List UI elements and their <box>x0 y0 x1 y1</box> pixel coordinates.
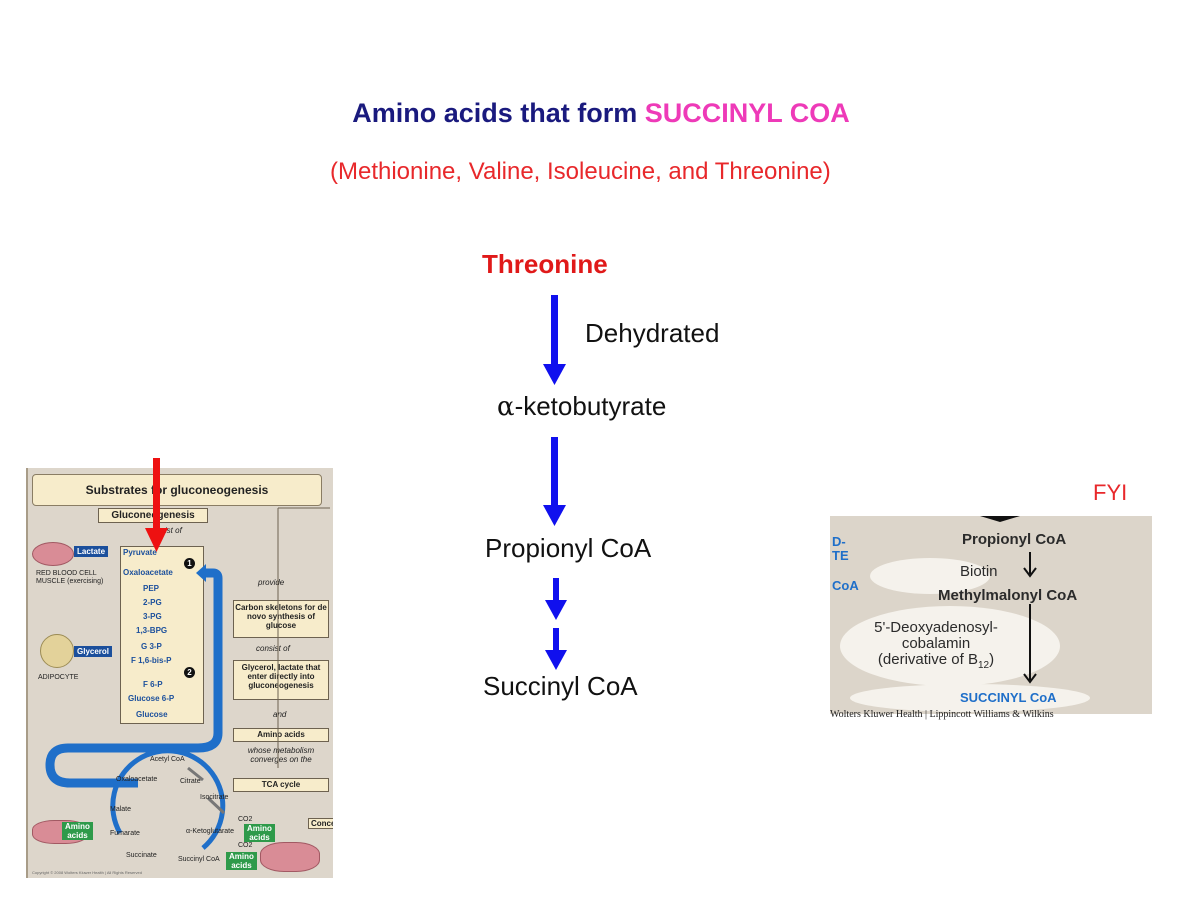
amino-tag-line1: Amino <box>247 824 272 833</box>
title-lead: Amino acids that form <box>352 98 645 128</box>
figure-header: Substrates for gluconeogenesis <box>32 474 322 506</box>
tca-succinyl-coa: Succinyl CoA <box>178 856 220 863</box>
fyi-label: FYI <box>1093 480 1128 505</box>
pathway-succinyl-coa: Succinyl CoA <box>483 671 638 701</box>
muscle-icon-right <box>260 842 320 872</box>
amino-tag-line2: acids <box>249 833 270 842</box>
tca-isocitrate: Isocitrate <box>200 794 229 801</box>
arrow-double-1 <box>545 578 567 620</box>
pathway-start-threonine: Threonine <box>482 249 608 279</box>
tca-citrate: Citrate <box>180 778 201 785</box>
step-marker-2: 2 <box>184 667 195 678</box>
gluconeogenesis-figure: Substrates for gluconeogenesis Gluconeog… <box>26 468 333 878</box>
mm-propionyl-coa: Propionyl CoA <box>962 531 1067 548</box>
figure-caption: Wolters Kluwer Health | Lippincott Willi… <box>830 709 1054 720</box>
rbc-label: RED BLOOD CELL <box>36 570 97 577</box>
step-marker-1: 1 <box>184 558 195 569</box>
cofactor-line1: 5'-Deoxyadenosyl- <box>874 619 998 636</box>
mm-cofactor: 5'-Deoxyadenosyl- cobalamin (derivative … <box>846 620 1026 674</box>
slide-title: Amino acids that form SUCCINYL COA <box>0 98 1200 129</box>
metabolite-glucose: Glucose <box>136 710 168 719</box>
pathway-propionyl-coa: Propionyl CoA <box>485 533 652 563</box>
mm-succinyl-coa: SUCCINYL CoA <box>960 690 1057 705</box>
metabolite-2pg: 2-PG <box>143 598 162 607</box>
consist-of-label: consist of <box>256 644 290 653</box>
metabolite-pep: PEP <box>143 584 160 593</box>
fragment-label-1: D- <box>832 534 846 549</box>
carbon-skeleton-box: Carbon skeletons for de novo synthesis o… <box>233 600 329 638</box>
tca-acetyl-coa: Acetyl CoA <box>150 756 185 763</box>
metabolite-3pg: 3-PG <box>143 612 162 621</box>
amino-tag-line1: Amino <box>65 822 90 831</box>
provide-label: provide <box>258 578 285 587</box>
mm-methylmalonyl-coa: Methylmalonyl CoA <box>938 587 1078 604</box>
methylmalonyl-figure: D- TE CoA Propionyl CoA Biotin Methylmal… <box>830 516 1152 714</box>
adipocyte-icon <box>40 634 74 668</box>
step-label-dehydrated: Dehydrated <box>585 318 720 348</box>
rbc-icon <box>32 542 74 566</box>
tca-cycle-box: TCA cycle <box>233 778 329 792</box>
cofactor-derivative: (derivative of B <box>877 651 978 668</box>
title-highlight: SUCCINYL COA <box>644 98 850 128</box>
fragment-label-3: CoA <box>832 578 859 593</box>
metabolite-oxaloacetate: Oxaloacetate <box>123 568 173 577</box>
alpha-symbol: α <box>497 392 515 422</box>
pathway-column <box>120 546 204 724</box>
muscle-label: MUSCLE (exercising) <box>36 578 104 585</box>
metabolite-13bpg: 1,3-BPG <box>136 626 168 635</box>
lactate-tag: Lactate <box>74 546 109 557</box>
arrow-to-propionyl <box>543 437 566 526</box>
metabolite-pyruvate: Pyruvate <box>123 548 157 557</box>
metabolite-f6p: F 6-P <box>143 680 163 689</box>
cofactor-subscript: 12 <box>977 660 990 671</box>
metabolite-f16bp: F 1,6-bis-P <box>131 656 172 665</box>
arrow-dehydration <box>543 295 566 385</box>
amino-acids-box: Amino acids <box>233 728 329 742</box>
tca-cycle-graphic <box>45 507 330 850</box>
arrow-double-2 <box>545 628 567 670</box>
figure-copyright: Copyright © 2008 Wolters Kluwer Health |… <box>32 870 142 875</box>
fragment-label-2: TE <box>832 548 849 563</box>
converges-label: whose metabolism converges on the <box>247 746 315 764</box>
cofactor-line3: (derivative of B12) <box>846 652 1026 674</box>
amino-acids-tag-akg: Amino acids <box>244 824 275 842</box>
tca-succinate: Succinate <box>126 852 157 859</box>
cofactor-line2: cobalamin <box>901 635 971 652</box>
amino-tag-line2: acids <box>67 831 88 840</box>
adipocyte-label: ADIPOCYTE <box>38 674 79 681</box>
tca-oxaloacetate: Oxaloacetate <box>116 776 158 783</box>
slide-subtitle: (Methionine, Valine, Isoleucine, and Thr… <box>330 158 831 185</box>
tca-co2-2: CO2 <box>238 842 253 849</box>
glycerol-tag: Glycerol <box>74 646 113 657</box>
tca-alpha-ketoglutarate: α-Ketoglutarate <box>186 828 235 835</box>
metabolite-g3p: G 3-P <box>141 642 162 651</box>
tca-fumarate: Fumarate <box>110 830 140 837</box>
tca-co2-1: CO2 <box>238 816 253 823</box>
concept-box: Conce <box>308 818 333 829</box>
amino-acids-tag-succinyl: Amino acids <box>226 852 257 870</box>
direct-substrates-box: Glycerol, lactate that enter directly in… <box>233 660 329 700</box>
cofactor-close: ) <box>989 651 995 668</box>
amino-tag-line2: acids <box>231 861 252 870</box>
and-label: and <box>273 710 287 719</box>
tca-malate: Malate <box>110 806 132 813</box>
pathway-alpha-ketobutyrate: α-ketobutyrate <box>497 391 666 422</box>
metabolite-g6p: Glucose 6-P <box>128 694 175 703</box>
mm-biotin: Biotin <box>960 563 998 580</box>
ketobutyrate-text: -ketobutyrate <box>514 391 667 421</box>
amino-acids-tag-fumarate: Amino acids <box>62 822 93 840</box>
amino-tag-line1: Amino <box>229 852 254 861</box>
methylmalonyl-glow <box>840 516 1090 712</box>
